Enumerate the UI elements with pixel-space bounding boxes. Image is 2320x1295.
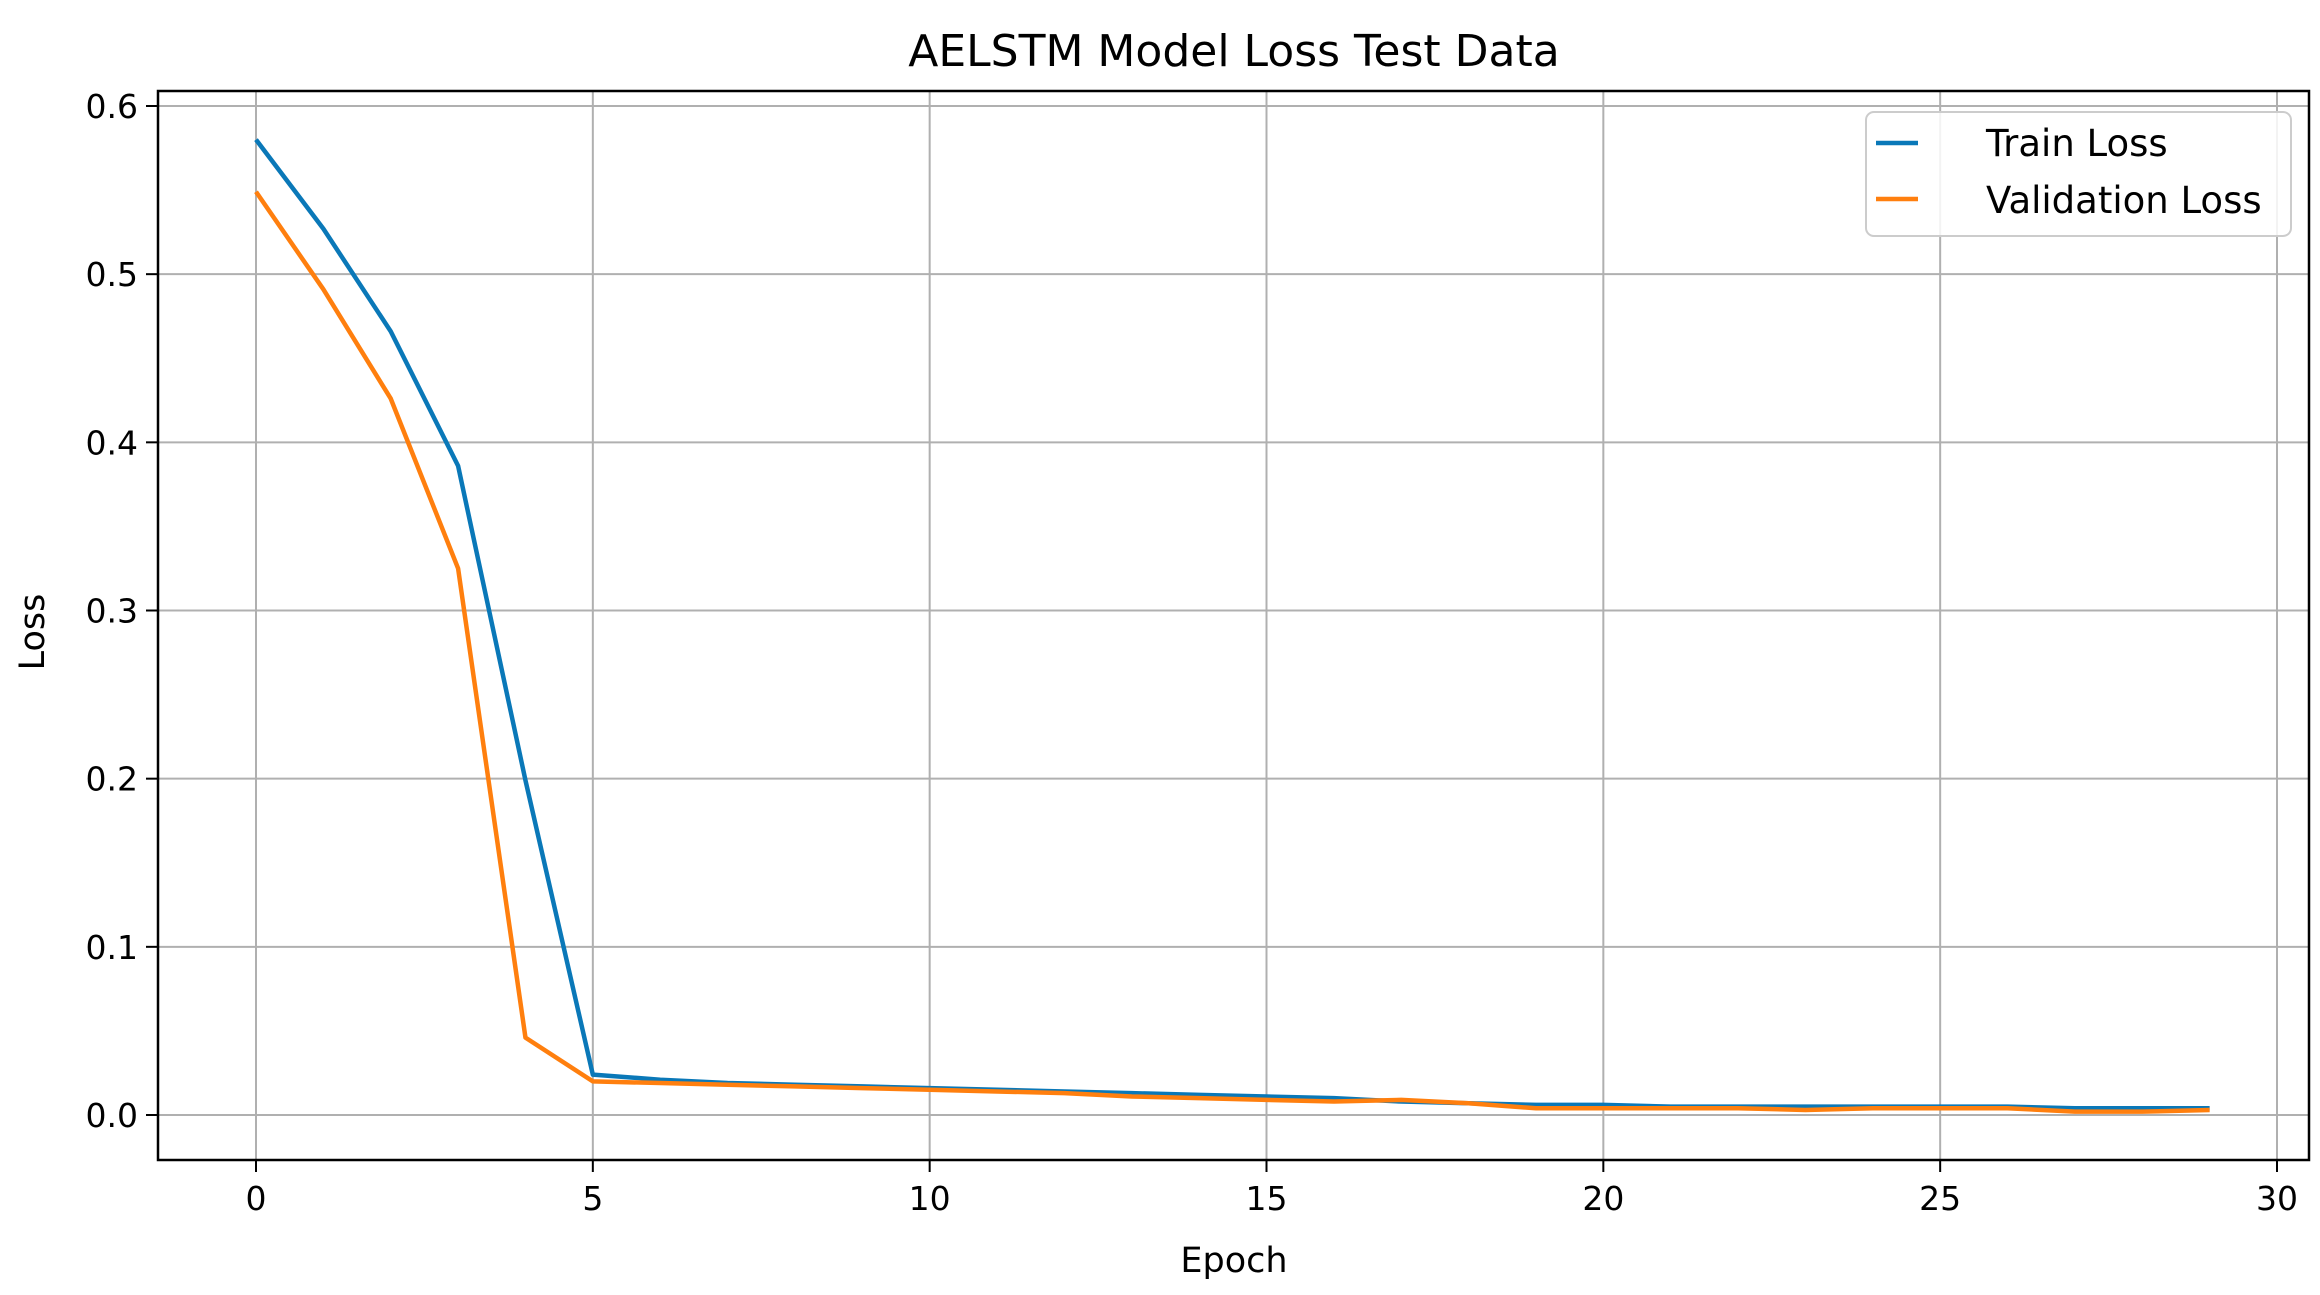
x-tick-label: 20	[1582, 1179, 1624, 1218]
x-tick-label: 15	[1246, 1179, 1288, 1218]
legend-label-validation: Validation Loss	[1986, 179, 2262, 222]
x-tick-label: 25	[1919, 1179, 1961, 1218]
y-axis-ticks: 0.0 0.1 0.2 0.3 0.4 0.5 0.6	[86, 87, 158, 1135]
x-tick-label: 5	[582, 1179, 603, 1218]
y-tick-label: 0.2	[86, 760, 138, 799]
x-axis-label: Epoch	[1180, 1241, 1287, 1281]
x-tick-label: 30	[2256, 1179, 2298, 1218]
validation-loss-line	[254, 190, 2210, 1114]
y-tick-label: 0.4	[86, 423, 138, 462]
y-tick-label: 0.6	[86, 87, 138, 126]
plot-series	[254, 138, 2210, 1114]
y-tick-label: 0.5	[86, 255, 138, 294]
y-tick-label: 0.3	[86, 592, 138, 631]
y-axis-label: Loss	[13, 594, 53, 671]
grid-lines	[158, 91, 2309, 1160]
legend-box	[1865, 111, 2292, 237]
chart-title: AELSTM Model Loss Test Data	[908, 26, 1559, 77]
x-axis-ticks: 0 5 10 15 20 25 30	[246, 1160, 2298, 1218]
legend-label-train: Train Loss	[1985, 122, 2168, 165]
y-tick-label: 0.0	[86, 1096, 138, 1135]
legend: Train Loss Validation Loss	[1865, 111, 2292, 237]
y-tick-label: 0.1	[86, 928, 138, 967]
plot-frame	[156, 89, 2311, 1162]
x-tick-label: 10	[909, 1179, 951, 1218]
x-tick-label: 0	[246, 1179, 267, 1218]
